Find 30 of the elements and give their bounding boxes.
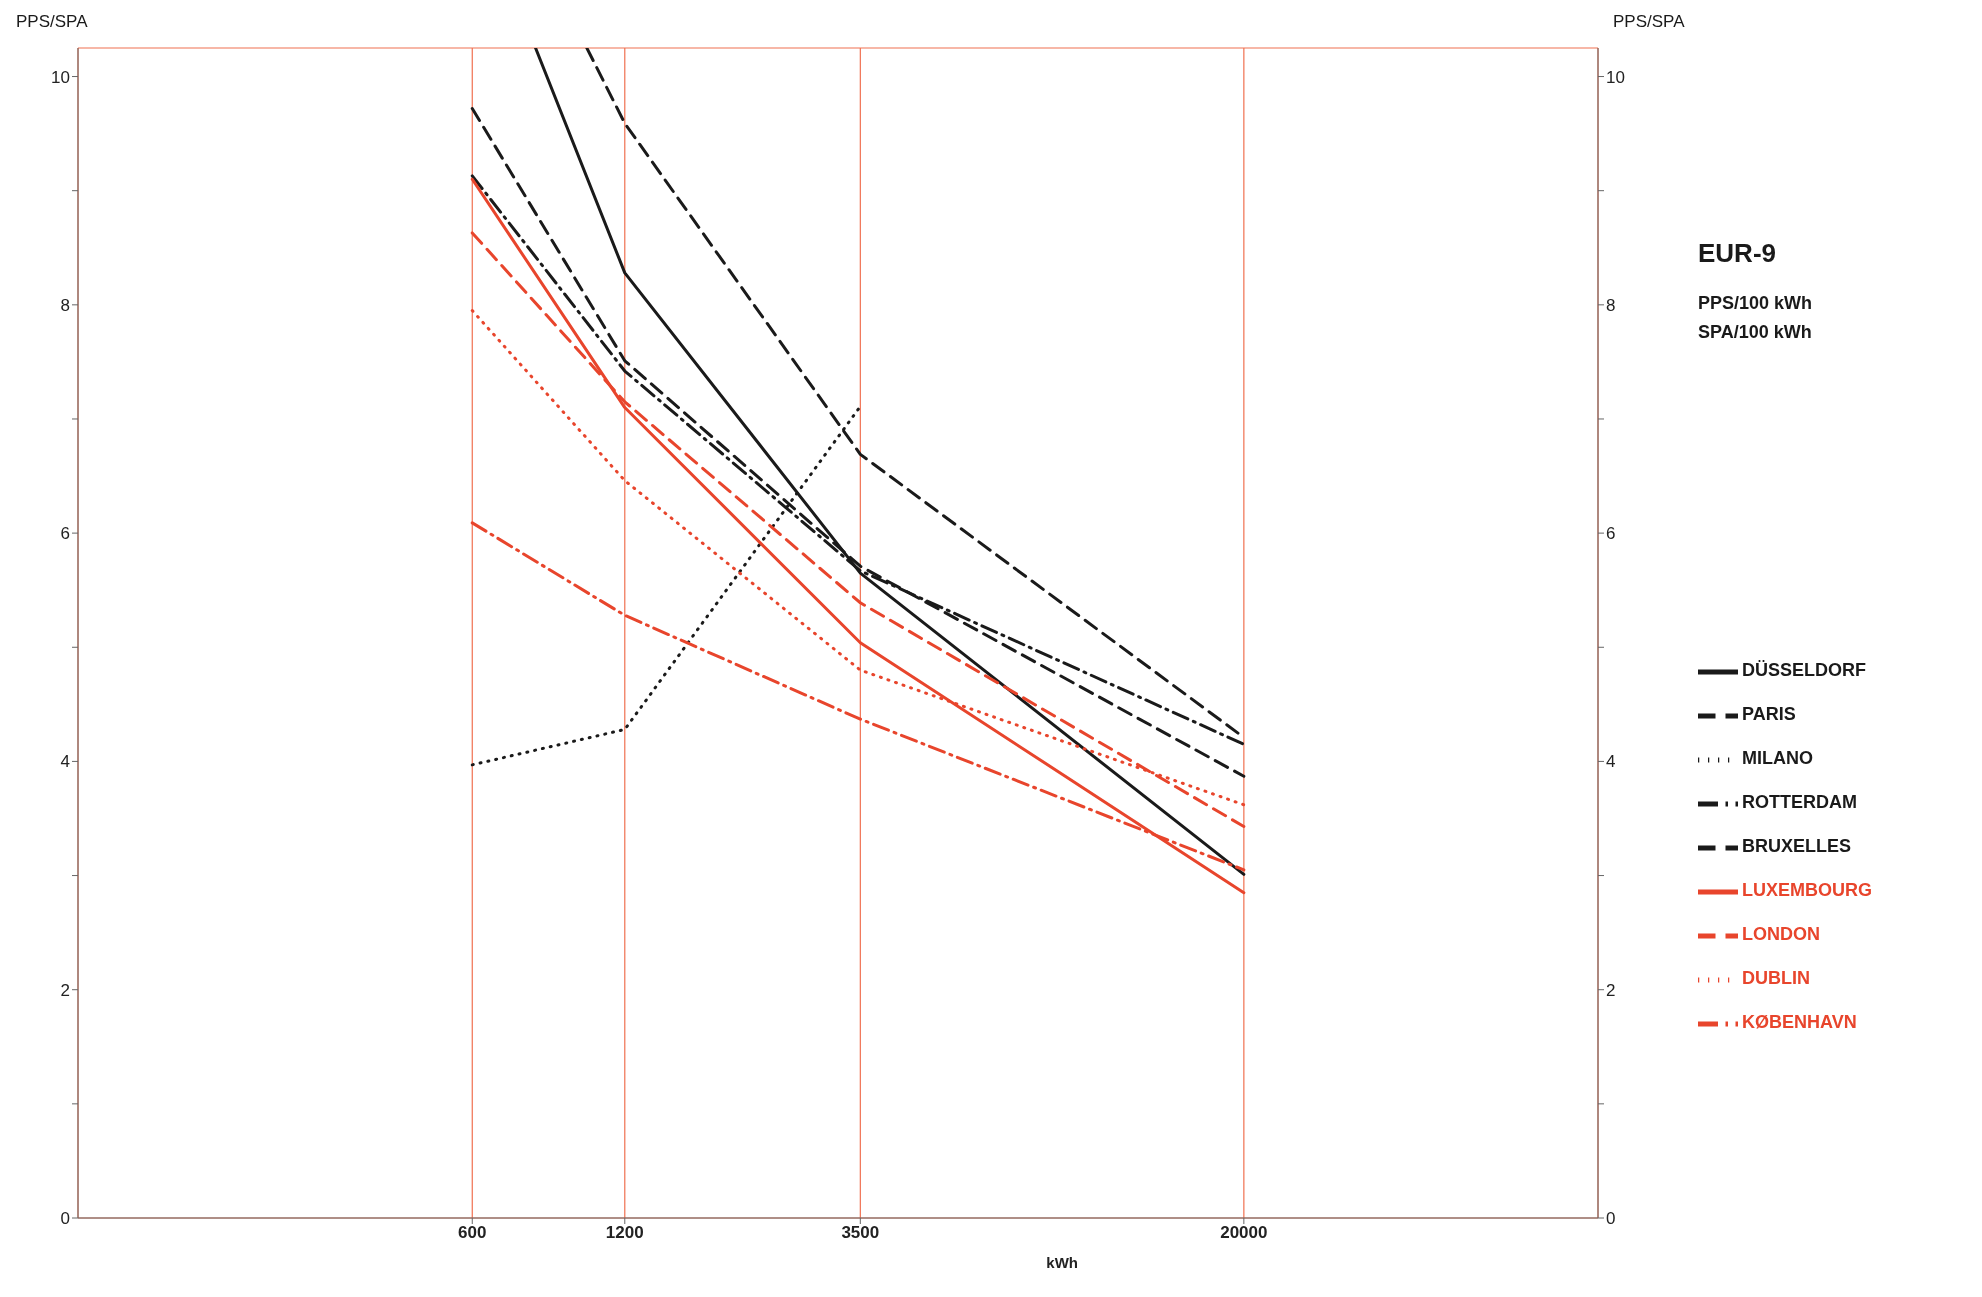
legend-label: BRUXELLES xyxy=(1742,836,1852,856)
legend-label: DUBLIN xyxy=(1742,968,1810,988)
y2-tick-label: 0 xyxy=(1606,1209,1616,1229)
legend-label: PARIS xyxy=(1742,704,1796,724)
legend-label: MILANO xyxy=(1742,748,1813,768)
text: EUR-9 xyxy=(1698,238,1777,269)
y-tick-label: 0 xyxy=(60,1209,70,1229)
y2-tick-label: 8 xyxy=(1606,295,1616,315)
x-tick-label: 20000 xyxy=(1220,1223,1268,1243)
y-tick-label: 4 xyxy=(60,752,70,772)
legend-label: LONDON xyxy=(1742,924,1820,944)
legend-label: KØBENHAVN xyxy=(1742,1012,1857,1032)
y2-axis-title: PPS/SPA xyxy=(1613,12,1685,32)
y2-tick-label: 2 xyxy=(1606,980,1616,1000)
legend-label: ROTTERDAM xyxy=(1742,792,1857,812)
y-tick-label: 6 xyxy=(60,524,70,544)
y2-tick-label: 4 xyxy=(1606,752,1616,772)
y-tick-label: 8 xyxy=(60,295,70,315)
y2-tick-label: 10 xyxy=(1606,67,1625,87)
y2-tick-label: 6 xyxy=(1606,524,1616,544)
y-tick-label: 2 xyxy=(60,980,70,1000)
x-tick-label: 1200 xyxy=(605,1223,644,1243)
legend-label: DÜSSELDORF xyxy=(1742,660,1867,680)
y-tick-label: 10 xyxy=(51,67,70,87)
text: PPS/100 kWh SPA/100 kWh xyxy=(1698,293,1813,343)
legend-label: LUXEMBOURG xyxy=(1742,880,1872,900)
x-tick-label: 3500 xyxy=(841,1223,880,1243)
x-axis-title: kWh xyxy=(1046,1254,1078,1271)
x-tick-label: 600 xyxy=(458,1223,487,1243)
y-axis-title: PPS/SPA xyxy=(16,12,88,32)
